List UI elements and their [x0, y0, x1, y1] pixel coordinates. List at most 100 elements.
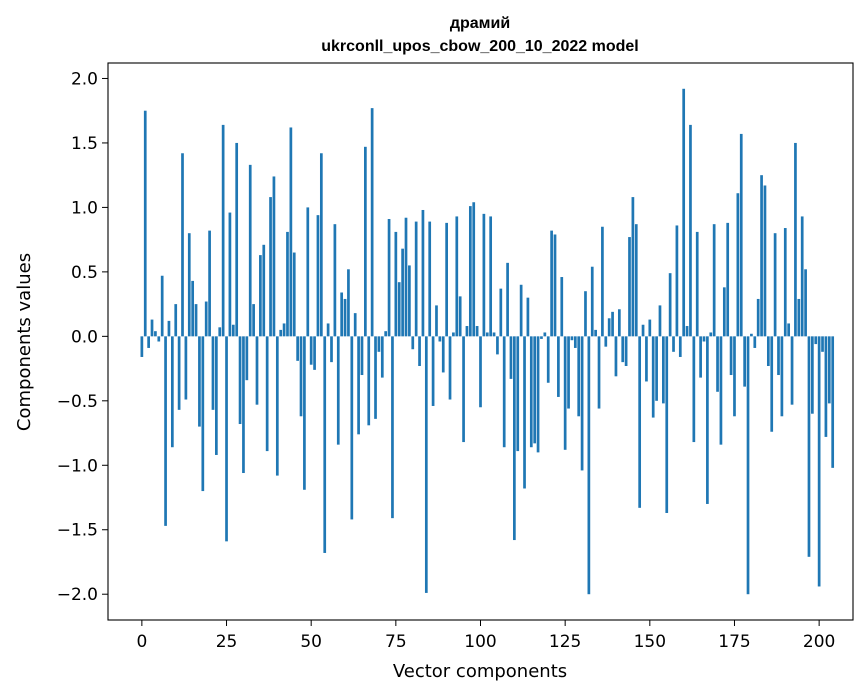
bar: [198, 336, 201, 427]
bar: [221, 124, 225, 337]
bar: [777, 336, 780, 376]
bar: [584, 291, 587, 337]
bar: [706, 336, 709, 504]
bar: [479, 336, 482, 408]
bar: [384, 331, 388, 337]
bar: [729, 336, 733, 376]
bar: [397, 282, 401, 337]
bar: [204, 301, 208, 337]
bar: [719, 336, 723, 445]
bar: [519, 284, 523, 337]
y-tick-label: 0.5: [71, 263, 98, 283]
bar: [208, 230, 211, 337]
bar: [766, 336, 770, 366]
bar: [333, 224, 337, 337]
bar: [624, 336, 628, 366]
bar: [448, 336, 452, 400]
bar: [594, 329, 597, 337]
y-tick-label: −1.5: [57, 521, 98, 541]
bar: [255, 336, 259, 405]
bar: [225, 336, 228, 542]
bar: [536, 336, 540, 453]
bar: [712, 224, 716, 337]
bar: [523, 336, 526, 489]
bar: [330, 336, 333, 363]
bar: [411, 336, 415, 350]
bar: [458, 296, 462, 337]
bar: [313, 336, 316, 370]
bar: [489, 216, 493, 337]
bar: [597, 336, 601, 409]
x-tick-label: 0: [136, 632, 147, 652]
bar: [424, 336, 428, 593]
bar: [245, 336, 249, 381]
bar: [658, 305, 662, 337]
bar: [733, 336, 736, 417]
bar: [184, 336, 188, 400]
bar: [370, 108, 374, 337]
bar: [780, 336, 784, 417]
chart-subtitle: ukrconll_upos_cbow_200_10_2022 model: [321, 38, 638, 55]
bar: [154, 331, 157, 337]
bar: [634, 224, 638, 337]
bar: [550, 230, 553, 337]
bar: [824, 336, 828, 437]
bar: [668, 273, 672, 337]
bar: [279, 329, 283, 337]
bar: [614, 336, 618, 377]
bar: [601, 226, 604, 337]
bar: [462, 336, 465, 443]
bar: [401, 248, 404, 337]
bar: [306, 207, 310, 337]
x-tick-label: 150: [634, 632, 666, 652]
bar: [709, 332, 713, 337]
bar: [560, 277, 564, 337]
bar: [319, 153, 323, 337]
bar: [275, 336, 279, 476]
bar: [282, 323, 286, 337]
bar: [262, 244, 266, 337]
y-tick-label: −2.0: [57, 585, 98, 605]
bar: [645, 336, 648, 382]
y-axis-ticks: 2.0 1.5 1.0 0.5 0.0 −0.5 −1.0 −1.5 −2.0: [57, 69, 108, 605]
bar: [347, 269, 350, 337]
bar: [760, 175, 763, 337]
bar: [343, 298, 347, 337]
bar: [790, 336, 794, 405]
x-tick-label: 75: [385, 632, 407, 652]
x-tick-label: 200: [803, 632, 835, 652]
bar: [607, 318, 611, 337]
bar: [340, 292, 344, 337]
bar: [753, 336, 757, 348]
bar: [611, 311, 614, 337]
bar: [590, 266, 594, 337]
bar: [238, 336, 242, 425]
bar: [516, 336, 520, 452]
y-axis-label: Components values: [14, 253, 35, 431]
bar: [529, 336, 533, 448]
bar: [404, 217, 408, 337]
bar: [787, 323, 791, 337]
bar: [418, 336, 421, 366]
bar: [685, 326, 689, 337]
bar: [299, 336, 303, 417]
bar: [292, 252, 296, 337]
bar: [143, 110, 147, 337]
bar: [580, 336, 584, 471]
bar: [750, 333, 753, 337]
bar: [147, 336, 150, 348]
bar: [174, 304, 178, 337]
bar: [160, 275, 164, 337]
bar: [499, 288, 503, 337]
bar: [675, 225, 679, 337]
bar: [621, 336, 625, 363]
x-tick-label: 50: [300, 632, 322, 652]
bar: [577, 336, 581, 417]
bar: [269, 197, 272, 337]
bar: [201, 336, 205, 492]
bar: [689, 124, 692, 337]
bar: [377, 336, 381, 352]
bar: [316, 215, 320, 337]
bar: [811, 336, 814, 414]
